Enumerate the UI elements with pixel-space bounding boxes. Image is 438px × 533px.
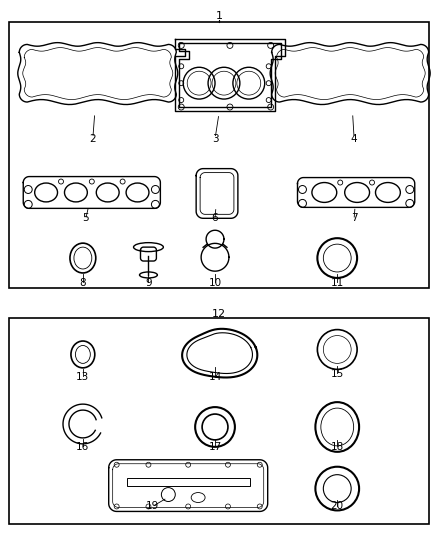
Text: 6: 6 (212, 213, 218, 223)
Text: 1: 1 (215, 11, 223, 21)
Text: 17: 17 (208, 442, 222, 452)
Text: 8: 8 (80, 278, 86, 288)
Bar (127, 478, 250, 486)
Text: 9: 9 (145, 278, 152, 288)
Text: 16: 16 (76, 442, 89, 452)
Text: 3: 3 (212, 134, 218, 144)
Text: 20: 20 (331, 502, 344, 512)
Text: 12: 12 (212, 309, 226, 319)
Text: 2: 2 (89, 134, 96, 144)
Text: 5: 5 (82, 213, 89, 223)
Text: 7: 7 (351, 213, 357, 223)
Text: 18: 18 (331, 442, 344, 452)
Text: 13: 13 (76, 372, 89, 382)
Text: 14: 14 (208, 372, 222, 382)
Text: 19: 19 (146, 502, 159, 512)
Text: 4: 4 (351, 134, 357, 144)
Text: 10: 10 (208, 278, 222, 288)
Bar (9, 318, 429, 524)
Bar (9, 21, 429, 288)
Text: 11: 11 (331, 278, 344, 288)
Text: 15: 15 (331, 369, 344, 379)
